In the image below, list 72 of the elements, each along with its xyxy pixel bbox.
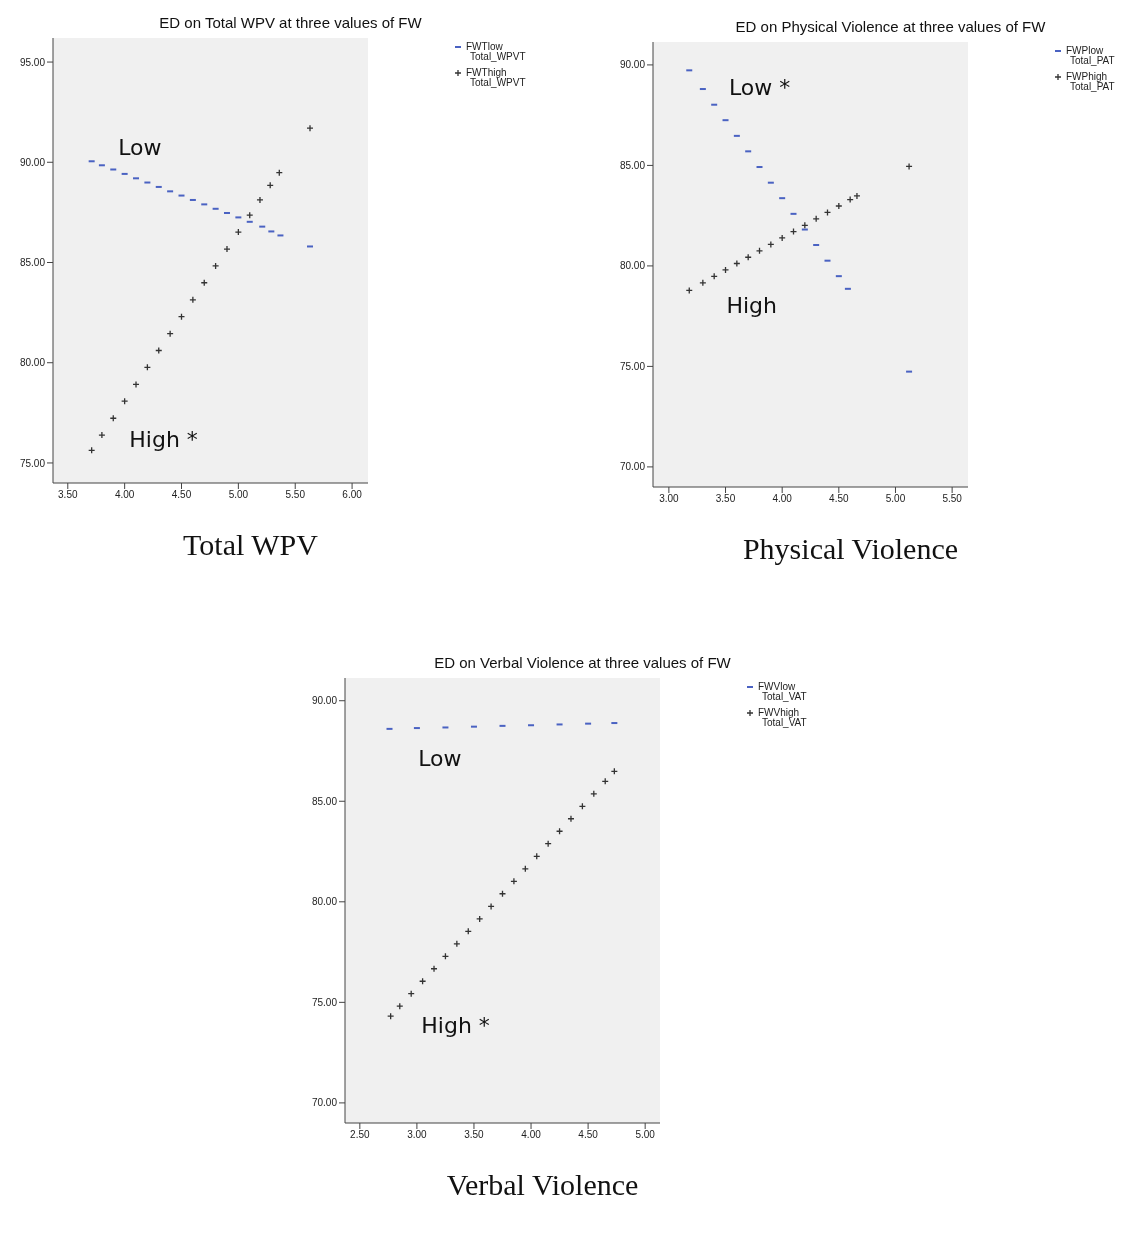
x-tick-label: 5.00: [885, 493, 906, 505]
x-tick-label: 3.00: [659, 493, 680, 505]
legend-label: FWTlow Total_WPVT: [466, 41, 526, 62]
x-axis-title: Verbal Violence: [445, 1168, 640, 1202]
annotation: High: [726, 292, 778, 318]
point: [905, 162, 913, 171]
x-tick-label: 4.50: [171, 489, 192, 501]
x-tick-label: 5.50: [285, 489, 306, 501]
y-tick-label: 90.00: [619, 59, 646, 71]
y-tick-label: 75.00: [19, 457, 46, 469]
y-tick-label: 80.00: [311, 896, 338, 908]
point: [487, 902, 495, 911]
x-tick-label: 3.50: [715, 493, 736, 505]
point: [510, 877, 518, 885]
point: [132, 380, 140, 389]
x-tick-label: 5.00: [228, 489, 249, 501]
x-tick-label: 5.00: [635, 1129, 656, 1141]
x-axis-title: Physical Violence: [741, 532, 960, 566]
legend-label: FWPhigh Total_PAT: [1066, 71, 1115, 92]
x-tick-label: 3.50: [58, 489, 78, 501]
point: [853, 192, 861, 200]
point: [223, 245, 231, 253]
annotation: Low: [118, 134, 162, 160]
y-tick-label: 70.00: [619, 461, 646, 473]
chart-title: ED on Verbal Violence at three values of FW: [433, 654, 732, 671]
x-axis-title: Total WPV: [182, 528, 319, 562]
legend-label: FWThigh Total_WPVT: [466, 67, 526, 88]
annotation: High *: [129, 426, 198, 451]
legend-label: FWVlow Total_VAT: [758, 681, 807, 702]
annotation: High *: [421, 1012, 490, 1038]
x-tick-label: 6.00: [342, 489, 363, 501]
y-tick-label: 80.00: [619, 260, 646, 272]
point: [567, 815, 575, 823]
point: [166, 330, 174, 338]
y-tick-label: 90.00: [311, 695, 338, 707]
y-tick-label: 70.00: [311, 1097, 338, 1109]
y-tick-label: 75.00: [619, 360, 646, 372]
chart-title: ED on Total WPV at three values of FW: [158, 14, 423, 31]
point: [256, 196, 264, 204]
point: [211, 262, 220, 270]
annotation: Low *: [728, 74, 791, 99]
point: [306, 124, 314, 132]
y-tick-label: 95.00: [19, 56, 46, 68]
y-tick-label: 85.00: [19, 257, 46, 269]
x-tick-label: 4.00: [114, 489, 135, 501]
annotation: Low: [418, 745, 462, 771]
y-tick-label: 90.00: [19, 156, 46, 168]
point: [234, 228, 243, 236]
legend-label: FWPlow Total_PAT: [1066, 45, 1115, 66]
point: [699, 279, 707, 287]
point: [189, 296, 197, 304]
chart-title: ED on Physical Violence at three values of FW: [734, 18, 1047, 35]
x-tick-label: 4.00: [772, 493, 793, 505]
x-tick-label: 4.50: [829, 493, 849, 505]
point: [476, 915, 484, 923]
legend-label: FWVhigh Total_VAT: [758, 707, 807, 728]
point: [812, 215, 820, 223]
point: [430, 965, 438, 973]
point: [778, 234, 786, 242]
point: [721, 266, 730, 274]
y-tick-label: 75.00: [311, 996, 338, 1008]
x-tick-label: 3.50: [464, 1129, 485, 1141]
y-tick-label: 85.00: [619, 159, 646, 171]
x-tick-label: 3.00: [407, 1129, 428, 1141]
y-tick-label: 80.00: [19, 357, 46, 369]
point: [835, 202, 843, 210]
x-tick-label: 2.50: [350, 1129, 370, 1141]
point: [98, 431, 106, 439]
x-tick-label: 5.50: [942, 493, 963, 505]
x-tick-label: 4.50: [578, 1129, 599, 1141]
y-tick-label: 85.00: [311, 795, 338, 807]
x-tick-label: 4.00: [521, 1129, 542, 1141]
